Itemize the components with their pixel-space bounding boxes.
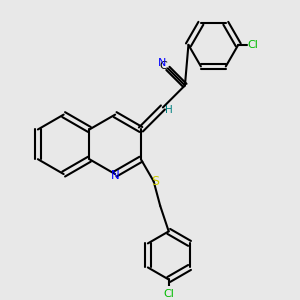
Text: S: S xyxy=(151,175,159,188)
Text: H: H xyxy=(165,105,173,115)
Text: N: N xyxy=(158,58,166,68)
Text: C: C xyxy=(159,61,167,70)
Text: N: N xyxy=(111,169,120,182)
Text: Cl: Cl xyxy=(248,40,258,50)
Text: Cl: Cl xyxy=(163,289,174,298)
